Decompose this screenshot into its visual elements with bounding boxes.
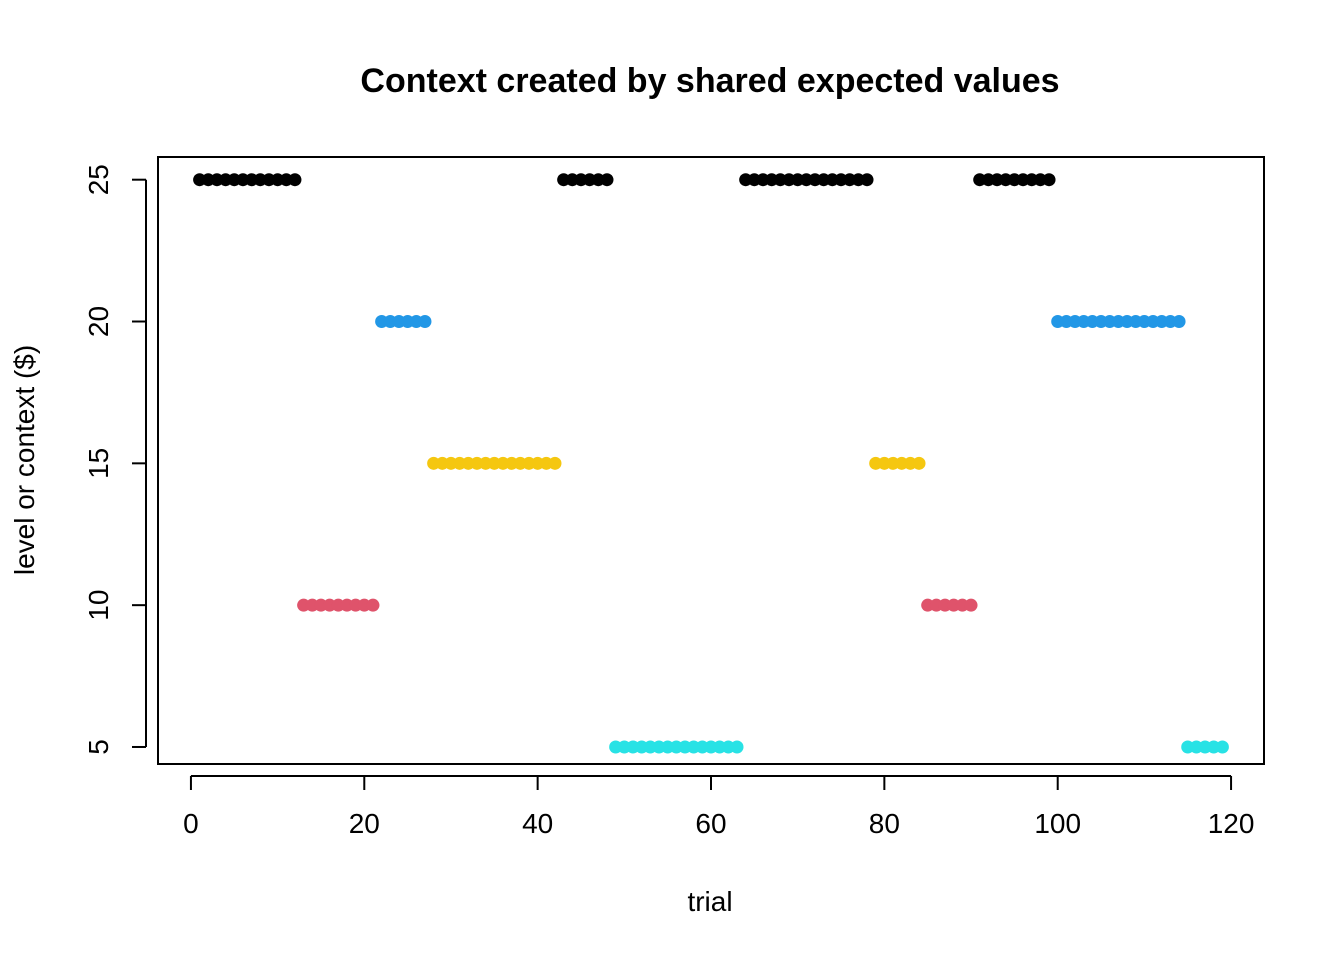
- x-axis: 0 20 40 60 80 100 120: [183, 775, 1255, 839]
- data-point: [600, 173, 614, 187]
- x-tick-label: 60: [695, 808, 726, 839]
- data-point: [1042, 173, 1056, 187]
- data-point: [366, 598, 380, 612]
- x-tick-label: 0: [183, 808, 199, 839]
- data-point: [548, 456, 562, 470]
- data-point: [288, 173, 302, 187]
- y-axis: 5 10 15 20 25: [83, 164, 147, 755]
- y-axis-label: level or context ($): [9, 345, 40, 575]
- data-point: [730, 740, 744, 754]
- x-tick-label: 100: [1034, 808, 1081, 839]
- y-tick-label: 5: [83, 739, 114, 755]
- y-tick-label: 20: [83, 306, 114, 337]
- data-points: [193, 173, 1229, 754]
- data-point: [1215, 740, 1229, 754]
- x-tick-label: 80: [869, 808, 900, 839]
- data-point: [964, 598, 978, 612]
- data-point: [912, 456, 926, 470]
- data-point: [860, 173, 874, 187]
- data-point: [1172, 315, 1186, 329]
- y-tick-label: 15: [83, 448, 114, 479]
- x-tick-label: 20: [349, 808, 380, 839]
- x-tick-label: 120: [1208, 808, 1255, 839]
- x-tick-label: 40: [522, 808, 553, 839]
- y-tick-label: 10: [83, 590, 114, 621]
- x-axis-label: trial: [687, 886, 732, 917]
- data-point: [418, 315, 432, 329]
- chart-title: Context created by shared expected value…: [360, 62, 1059, 100]
- plot-area: [157, 156, 1265, 765]
- y-tick-label: 25: [83, 164, 114, 195]
